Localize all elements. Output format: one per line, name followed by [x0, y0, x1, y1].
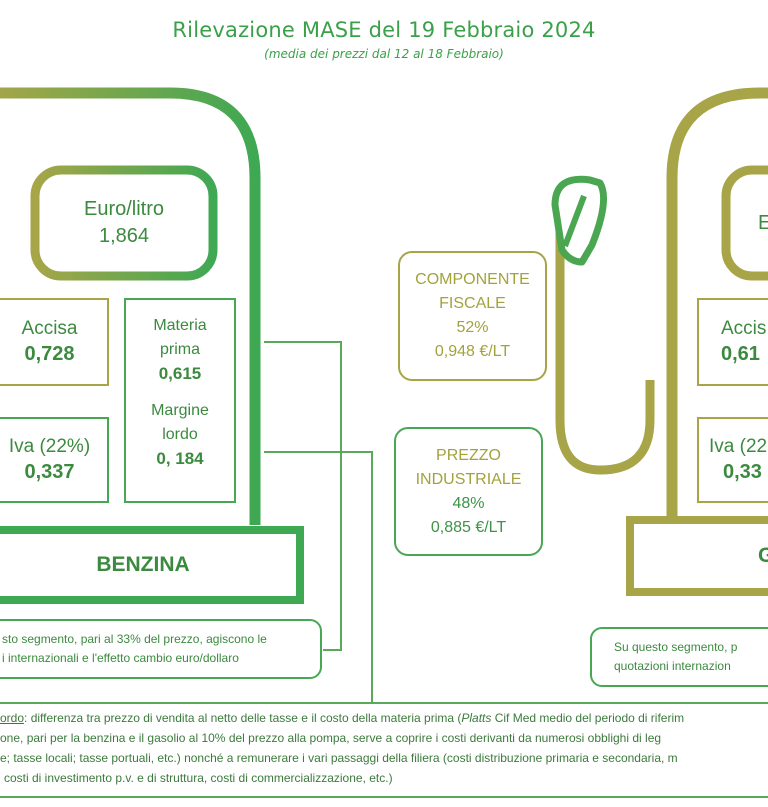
- industriale-pct: 48%: [452, 494, 485, 512]
- benzina-note-line-2: i internazionali e l'effetto cambio euro…: [2, 651, 239, 665]
- left-pump-outline: [0, 87, 261, 525]
- benzina-price-display: Euro/litro 1,864: [44, 178, 204, 268]
- footer-line-1: ordo: differenza tra prezzo di vendita a…: [0, 708, 768, 728]
- fiscale-line-1: COMPONENTE: [415, 271, 530, 288]
- nozzle-head: [551, 175, 608, 266]
- nozzle-spout: [562, 194, 587, 248]
- fiscale-value: 0,948 €/LT: [434, 343, 511, 360]
- gasolio-note-line-2: quotazioni internazion: [614, 659, 731, 673]
- gasolio-name: G: [758, 543, 768, 567]
- materia-value: 0,615: [158, 364, 202, 383]
- benzina-name-plate: BENZINA: [0, 534, 296, 596]
- industriale-line-1: PREZZO: [436, 446, 501, 464]
- gasolio-price-display: E: [736, 180, 768, 266]
- materia-label-2: prima: [159, 341, 200, 358]
- gasolio-accisa-box: Accis 0,61: [697, 298, 768, 386]
- right-pump-base: [626, 516, 768, 596]
- materia-label-1: Materia: [153, 317, 207, 334]
- benzina-price-value: 1,864: [98, 225, 150, 247]
- connector-materia: [264, 341, 342, 651]
- page-title: Rilevazione MASE del 19 Febbraio 2024: [172, 18, 596, 42]
- prezzo-industriale-box: PREZZO INDUSTRIALE 48% 0,885 €/LT: [394, 427, 543, 556]
- nozzle-hose: [555, 190, 655, 475]
- benzina-industrial-box: Materia prima 0,615 Margine lordo 0, 184: [124, 298, 236, 503]
- gasolio-accisa-label: Accis: [721, 317, 767, 339]
- gasolio-note-line-1: Su questo segmento, p: [614, 640, 738, 655]
- benzina-price-label: Euro/litro: [83, 198, 165, 220]
- gasolio-note-box: Su questo segmento, p quotazioni interna…: [590, 627, 768, 687]
- footer-platts: Platts: [461, 711, 492, 725]
- industriale-value: 0,885 €/LT: [430, 518, 507, 536]
- footer-line-3: e; tasse locali; tasse portuali, etc.) n…: [0, 751, 678, 765]
- margine-value: 0, 184: [156, 448, 204, 468]
- footer-line-2: one, pari per la benzina e il gasolio al…: [0, 731, 662, 745]
- margine-label-2: lordo: [162, 425, 198, 443]
- gasolio-name-plate: G: [636, 526, 768, 586]
- benzina-iva-label: Iva (22%): [8, 435, 91, 457]
- right-pump-outline: [666, 87, 768, 520]
- benzina-note-line-1: sto segmento, pari al 33% del prezzo, ag…: [2, 632, 267, 647]
- gasolio-iva-box: Iva (22 0,33: [697, 417, 768, 503]
- footer-line-4: costi di investimento p.v. e di struttur…: [4, 771, 393, 785]
- footer-line-1-b: Cif Med medio del periodo di riferim: [491, 711, 685, 725]
- connector-margine: [264, 451, 373, 702]
- gasolio-price-label: E: [758, 211, 768, 234]
- footer-definitions: ordo: differenza tra prezzo di vendita a…: [0, 702, 768, 798]
- benzina-note-box: sto segmento, pari al 33% del prezzo, ag…: [0, 619, 322, 679]
- benzina-accisa-value: 0,728: [24, 343, 75, 366]
- benzina-iva-value: 0,337: [24, 461, 75, 484]
- industriale-line-2: INDUSTRIALE: [415, 470, 522, 488]
- benzina-accisa-box: Accisa 0,728: [0, 298, 109, 386]
- left-pump-base: [0, 526, 304, 604]
- page-subtitle: (media dei prezzi dal 12 al 18 Febbraio): [264, 47, 504, 61]
- footer-line-1-a: : differenza tra prezzo di vendita al ne…: [24, 711, 462, 725]
- gasolio-iva-value: 0,33: [723, 461, 762, 484]
- gasolio-iva-label: Iva (22: [709, 435, 768, 457]
- footer-term: ordo: [0, 711, 25, 725]
- margine-label-1: Margine: [151, 401, 209, 419]
- benzina-iva-box: Iva (22%) 0,337: [0, 417, 109, 503]
- componente-fiscale-box: COMPONENTE FISCALE 52% 0,948 €/LT: [398, 251, 547, 381]
- fiscale-line-2: FISCALE: [439, 295, 506, 312]
- benzina-name: BENZINA: [96, 552, 190, 576]
- fiscale-pct: 52%: [456, 319, 489, 336]
- benzina-accisa-label: Accisa: [21, 317, 78, 339]
- gasolio-accisa-value: 0,61: [721, 343, 760, 366]
